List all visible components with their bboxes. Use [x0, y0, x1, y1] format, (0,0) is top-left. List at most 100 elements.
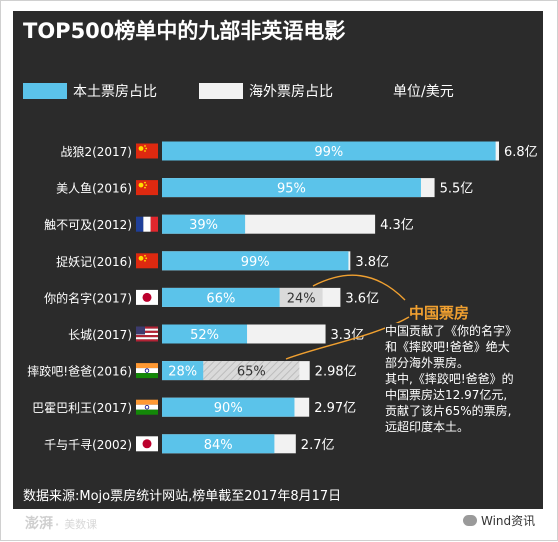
flag-field — [136, 253, 158, 269]
flag-canton — [136, 326, 145, 335]
flag-disc — [142, 292, 152, 302]
flag-stripe — [150, 216, 158, 232]
annotation-connector — [312, 274, 406, 301]
bar-domestic — [162, 214, 246, 234]
bar-china — [279, 287, 323, 307]
flag-stripe — [136, 404, 158, 410]
total-gross-label: 2.97亿 — [314, 401, 356, 416]
flag-stripe — [136, 328, 158, 331]
annotation-line: 和《摔跤吧!爸爸》绝大 — [385, 340, 510, 354]
annotation-text: 中国贡献了《你的名字》 和《摔跤吧!爸爸》绝大 部分海外票房。 其中,《摔跤吧!… — [385, 323, 543, 435]
total-gross-label: 3.6亿 — [345, 291, 379, 306]
annotation-line: 中国票房达12.97亿元, — [385, 388, 508, 402]
china-flag-icon — [136, 180, 158, 196]
india-flag-icon — [136, 363, 158, 379]
bar-domestic — [162, 141, 496, 161]
category-label: 摔跤吧!爸爸(2016) — [27, 364, 132, 379]
flag-stripe — [136, 337, 158, 340]
domestic-share-label: 28% — [168, 365, 197, 380]
logo-name: 澎湃 — [25, 516, 53, 532]
flag-stripe — [143, 216, 151, 232]
flag-star — [144, 186, 146, 189]
annotation-line: 远超印度本土。 — [385, 420, 470, 434]
domestic-share-label: 99% — [241, 255, 270, 270]
flag-wheel — [144, 405, 150, 410]
category-label: 战狼2(2017) — [60, 144, 132, 159]
flag-star — [144, 181, 146, 184]
source-note: 数据来源:Mojo票房统计网站,榜单截至2017年8月17日 — [23, 489, 342, 504]
total-gross-label: 3.3亿 — [331, 328, 365, 343]
chart-title: TOP500榜单中的九部非英语电影 — [23, 19, 346, 43]
annotation-line: 中国贡献了《你的名字》 — [385, 324, 518, 338]
category-label: 捉妖记(2016) — [56, 254, 132, 269]
flag-stripe — [136, 368, 158, 374]
flag-star — [145, 147, 148, 150]
flag-stripe — [136, 373, 158, 379]
japan-flag-icon — [136, 436, 158, 452]
legend-label-domestic: 本土票房占比 — [73, 84, 157, 100]
flag-star — [144, 254, 146, 257]
flag-stripe — [136, 216, 144, 232]
china-flag-icon — [136, 143, 158, 159]
category-label: 千与千寻(2002) — [44, 438, 132, 452]
wechat-icon — [463, 515, 477, 526]
domestic-share-label: 95% — [277, 182, 306, 197]
flag-star — [145, 184, 148, 187]
category-label: 触不可及(2012) — [44, 218, 132, 232]
japan-flag-icon — [136, 289, 158, 305]
flag-field — [136, 143, 158, 159]
flag-star — [138, 182, 144, 188]
flag-stripe — [136, 326, 158, 329]
china-share-label: 24% — [287, 291, 316, 306]
flag-star — [144, 150, 146, 152]
watermark-text: Wind资讯 — [481, 514, 536, 528]
domestic-share-label: 90% — [214, 401, 243, 416]
flag-disc — [142, 439, 152, 449]
domestic-share-label: 84% — [204, 438, 233, 453]
total-gross-label: 2.98亿 — [315, 365, 357, 380]
total-gross-label: 5.5亿 — [440, 182, 474, 197]
india-flag-icon — [136, 399, 158, 415]
bar-domestic — [162, 434, 275, 454]
domestic-share-label: 66% — [206, 291, 235, 306]
flag-stripe — [136, 332, 158, 336]
bar-domestic — [162, 324, 248, 344]
usa-flag-icon — [136, 326, 158, 342]
flag-stripe — [136, 399, 158, 405]
domestic-share-label: 99% — [314, 145, 343, 160]
bar-domestic — [162, 287, 280, 307]
flag-stripe — [136, 363, 158, 369]
category-label: 长城(2017) — [68, 328, 132, 342]
bar-domestic — [162, 178, 421, 198]
china-share-label: 65% — [237, 365, 266, 380]
legend-label-overseas: 海外票房占比 — [249, 84, 333, 100]
total-gross-label: 4.3亿 — [380, 218, 414, 233]
flag-star — [138, 146, 144, 151]
annotation-line: 贡献了该片65%的票房, — [385, 404, 512, 418]
flag-star — [144, 259, 146, 262]
total-gross-label: 3.8亿 — [355, 255, 389, 270]
france-flag-icon — [136, 216, 158, 232]
total-gross-label: 6.8亿 — [504, 145, 538, 160]
annotation-heading: 中国票房 — [409, 304, 470, 322]
flag-star — [138, 255, 144, 261]
legend-swatch-overseas — [199, 83, 243, 99]
bar-china — [203, 361, 300, 381]
flag-star — [145, 257, 148, 260]
flag-stripe — [136, 335, 158, 338]
annotation-line: 部分海外票房。 — [385, 356, 470, 370]
legend-swatch-domestic — [23, 83, 67, 99]
logo-sub: 美数课 — [64, 518, 98, 531]
bar-domestic — [162, 397, 295, 417]
china-flag-icon — [136, 253, 158, 269]
bar-domestic — [162, 251, 349, 271]
flag-wheel — [144, 368, 150, 373]
total-gross-label: 2.7亿 — [301, 438, 335, 453]
publisher-logo: 澎湃 · 美数课 — [25, 516, 98, 532]
flag-stripe — [136, 330, 158, 333]
annotation-connector — [285, 316, 410, 360]
flag-field — [136, 180, 158, 196]
flag-stripe — [136, 409, 158, 415]
domestic-share-label: 52% — [190, 328, 219, 343]
